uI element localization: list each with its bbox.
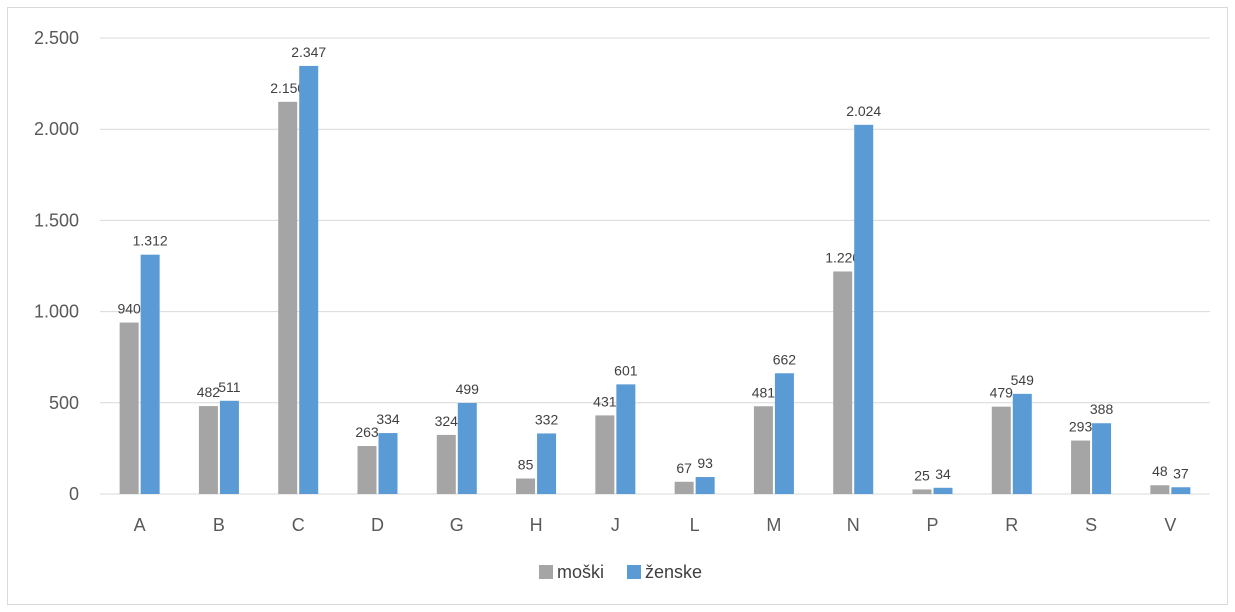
bar-moski bbox=[912, 489, 932, 494]
bar-zenske bbox=[537, 433, 557, 494]
bar-moski bbox=[595, 415, 615, 494]
bar-zenske bbox=[378, 433, 398, 494]
y-tick-label: 1.000 bbox=[34, 302, 79, 322]
x-tick-label: L bbox=[690, 515, 700, 535]
bar-zenske bbox=[854, 124, 874, 495]
data-label: 93 bbox=[697, 455, 713, 471]
data-label: 48 bbox=[1152, 463, 1168, 479]
legend-label: ženske bbox=[645, 562, 702, 582]
bar-zenske bbox=[616, 384, 636, 494]
bar-zenske bbox=[140, 254, 160, 494]
data-label: 34 bbox=[935, 466, 951, 482]
bar-moski bbox=[119, 322, 139, 494]
y-tick-label: 2.500 bbox=[34, 28, 79, 48]
data-label: 499 bbox=[456, 381, 480, 397]
bar-moski bbox=[436, 434, 456, 494]
data-label: 601 bbox=[614, 362, 638, 378]
x-tick-label: M bbox=[766, 515, 781, 535]
bar-moski bbox=[674, 481, 694, 494]
bar-moski bbox=[833, 271, 853, 494]
bar-zenske bbox=[933, 487, 953, 494]
data-label: 549 bbox=[1011, 372, 1035, 388]
bar-moski bbox=[198, 406, 218, 494]
data-label: 25 bbox=[914, 467, 930, 483]
legend-swatch-moski bbox=[539, 565, 553, 579]
bar-moski bbox=[1071, 440, 1091, 494]
data-label: 324 bbox=[435, 413, 459, 429]
data-label: 2.347 bbox=[291, 44, 326, 60]
x-tick-label: D bbox=[371, 515, 384, 535]
legend-swatch-zenske bbox=[627, 565, 641, 579]
x-tick-label: A bbox=[134, 515, 146, 535]
bar-moski bbox=[753, 406, 773, 494]
bar-moski bbox=[1150, 485, 1170, 494]
bar-moski bbox=[991, 406, 1011, 494]
data-label: 85 bbox=[518, 456, 534, 472]
bar-zenske bbox=[457, 402, 477, 494]
legend-label: moški bbox=[557, 562, 604, 582]
x-tick-label: B bbox=[213, 515, 225, 535]
x-tick-label: G bbox=[450, 515, 464, 535]
data-label: 940 bbox=[117, 301, 141, 317]
data-label: 479 bbox=[990, 385, 1014, 401]
bar-moski bbox=[278, 101, 298, 494]
x-tick-label: C bbox=[292, 515, 305, 535]
data-label: 2.024 bbox=[846, 103, 881, 119]
x-tick-label: H bbox=[530, 515, 543, 535]
data-label: 263 bbox=[355, 424, 379, 440]
x-tick-label: S bbox=[1085, 515, 1097, 535]
x-tick-label: V bbox=[1164, 515, 1176, 535]
y-tick-label: 500 bbox=[49, 393, 79, 413]
y-tick-label: 2.000 bbox=[34, 119, 79, 139]
data-label: 481 bbox=[752, 384, 776, 400]
data-label: 334 bbox=[376, 411, 400, 427]
x-tick-label: J bbox=[611, 515, 620, 535]
y-tick-label: 0 bbox=[69, 484, 79, 504]
bar-zenske bbox=[219, 400, 239, 494]
bar-zenske bbox=[1012, 393, 1032, 494]
data-label: 1.220 bbox=[825, 249, 860, 265]
x-tick-label: R bbox=[1005, 515, 1018, 535]
bar-moski bbox=[357, 446, 377, 494]
x-tick-label: P bbox=[926, 515, 938, 535]
data-label: 1.312 bbox=[133, 233, 168, 249]
data-label: 388 bbox=[1090, 401, 1114, 417]
data-label: 332 bbox=[535, 411, 559, 427]
y-tick-label: 1.500 bbox=[34, 210, 79, 230]
data-label: 482 bbox=[197, 384, 221, 400]
bar-zenske bbox=[695, 477, 715, 494]
bar-zenske bbox=[1171, 487, 1191, 494]
x-tick-label: N bbox=[847, 515, 860, 535]
data-label: 293 bbox=[1069, 419, 1093, 435]
bar-moski bbox=[516, 478, 536, 494]
bar-zenske bbox=[774, 373, 794, 494]
bar-zenske bbox=[1092, 423, 1112, 494]
data-label: 511 bbox=[218, 379, 241, 395]
data-label: 2.150 bbox=[270, 80, 305, 96]
bar-zenske bbox=[299, 65, 319, 495]
data-label: 67 bbox=[676, 460, 692, 476]
data-label: 37 bbox=[1173, 465, 1189, 481]
data-label: 431 bbox=[593, 393, 617, 409]
chart-frame bbox=[7, 7, 1228, 605]
data-label: 662 bbox=[773, 351, 797, 367]
